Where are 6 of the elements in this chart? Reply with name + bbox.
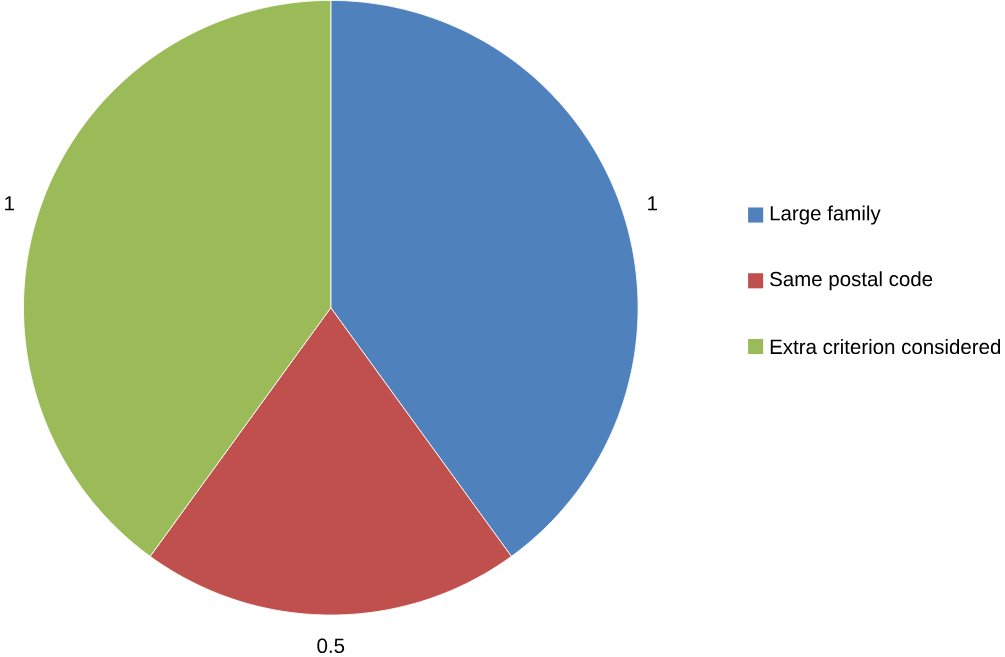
legend-label: Same postal code bbox=[770, 271, 933, 291]
data-label: 1 bbox=[5, 196, 14, 211]
data-label: 0.5 bbox=[317, 638, 345, 654]
data-label: 1 bbox=[648, 196, 657, 211]
legend-label: Large family bbox=[770, 205, 881, 225]
legend-label: Extra criterion considered bbox=[770, 339, 1001, 355]
